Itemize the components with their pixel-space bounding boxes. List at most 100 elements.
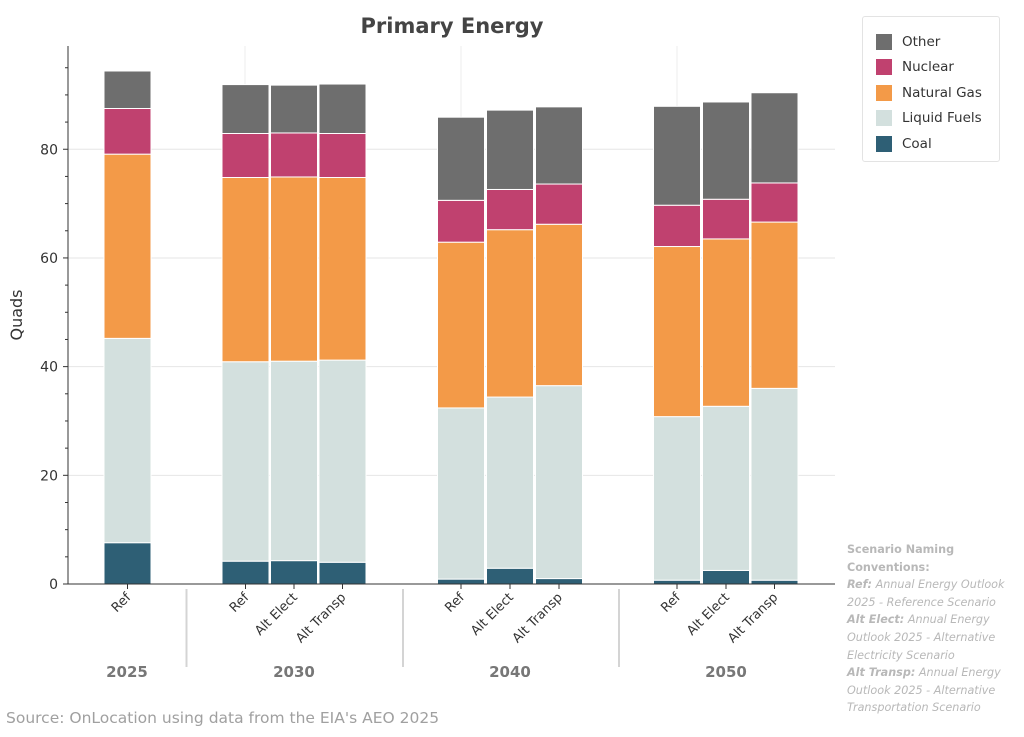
bar-segment-nuclear — [750, 182, 799, 223]
bar-segment-natural-gas — [702, 238, 750, 407]
note-heading: Scenario Naming Conventions: — [847, 543, 955, 574]
legend-label: Coal — [902, 135, 932, 152]
bar-segment-other — [103, 70, 152, 109]
group-label: 2040 — [489, 663, 531, 681]
bar-segment-coal — [653, 579, 701, 585]
legend-item-coal[interactable]: Coal — [876, 131, 999, 157]
bar-segment-nuclear — [270, 132, 318, 178]
x-tick-label: Alt Elect — [684, 590, 733, 639]
bar-segment-liquid-fuels — [318, 359, 367, 563]
note-item-alt-elect: Alt Elect: Annual Energy Outlook 2025 - … — [847, 611, 1019, 664]
note-key: Alt Transp: — [847, 666, 916, 680]
bar-segment-coal — [702, 569, 750, 585]
bar-segment-liquid-fuels — [750, 387, 799, 581]
legend-swatch-coal — [876, 135, 892, 152]
bar-segment-nuclear — [486, 188, 534, 231]
bar-segment-other — [221, 84, 270, 134]
legend-label: Liquid Fuels — [902, 110, 982, 127]
y-axis-label: Quads — [7, 289, 26, 340]
legend-item-nuclear[interactable]: Nuclear — [876, 55, 999, 81]
bar-segment-coal — [221, 560, 270, 585]
bar-segment-coal — [535, 578, 583, 585]
bar-segment-natural-gas — [535, 223, 583, 387]
bar-segment-nuclear — [221, 132, 270, 179]
group-label: 2030 — [273, 663, 315, 681]
bar-segment-nuclear — [103, 107, 152, 155]
bar-segment-liquid-fuels — [653, 416, 701, 581]
bar-segment-other — [702, 101, 750, 200]
y-tick-label: 0 — [49, 577, 58, 593]
bar-segment-nuclear — [437, 199, 485, 243]
bar-segment-coal — [103, 542, 152, 585]
group-label: 2025 — [106, 663, 148, 681]
bar-segment-natural-gas — [270, 176, 318, 362]
bar-segment-other — [318, 83, 367, 134]
bar-segment-nuclear — [535, 183, 583, 225]
note-key: Ref: — [847, 578, 872, 592]
legend-item-natural-gas[interactable]: Natural Gas — [876, 80, 999, 106]
x-tick-label: Alt Transp — [293, 590, 349, 646]
bar-segment-natural-gas — [103, 153, 152, 339]
x-tick-label: Ref — [227, 590, 253, 616]
chart-legend: Other Nuclear Natural Gas Liquid Fuels C… — [862, 16, 1000, 162]
bar-segment-coal — [750, 579, 799, 585]
y-tick-label: 80 — [40, 142, 58, 158]
bar-segment-natural-gas — [437, 241, 485, 409]
legend-label: Natural Gas — [902, 84, 982, 101]
legend-label: Nuclear — [902, 59, 954, 76]
bar-segment-coal — [318, 561, 367, 585]
chart-title: Primary Energy — [361, 14, 544, 38]
bar-segment-liquid-fuels — [103, 337, 152, 544]
bar-segment-nuclear — [318, 132, 367, 179]
legend-label: Other — [902, 33, 941, 50]
bar-segment-natural-gas — [221, 177, 270, 363]
bar-segment-natural-gas — [486, 229, 534, 398]
group-label: 2050 — [705, 663, 747, 681]
bar-segment-coal — [486, 567, 534, 585]
bar-segment-other — [270, 84, 318, 134]
note-text: Annual Energy Outlook 2025 - Alternative… — [847, 666, 1001, 715]
x-tick-label: Alt Elect — [252, 590, 301, 639]
x-tick-label: Ref — [442, 590, 468, 616]
legend-swatch-nuclear — [876, 59, 892, 76]
bar-segment-natural-gas — [318, 177, 367, 361]
bar-segment-liquid-fuels — [437, 407, 485, 580]
note-item-alt-transp: Alt Transp: Annual Energy Outlook 2025 -… — [847, 664, 1019, 717]
x-tick-label: Alt Transp — [725, 590, 781, 646]
legend-item-liquid-fuels[interactable]: Liquid Fuels — [876, 106, 999, 132]
bar-segment-nuclear — [702, 198, 750, 240]
bar-segment-liquid-fuels — [535, 385, 583, 580]
bar-segment-other — [486, 109, 534, 190]
legend-swatch-natural-gas — [876, 84, 892, 101]
y-tick-label: 40 — [40, 360, 58, 376]
legend-swatch-liquid-fuels — [876, 110, 892, 127]
bar-segment-coal — [270, 560, 318, 585]
bar-segment-liquid-fuels — [486, 396, 534, 569]
scenario-naming-note: Scenario Naming Conventions: Ref: Annual… — [847, 541, 1019, 717]
x-tick-label: Ref — [109, 590, 135, 616]
legend-item-other[interactable]: Other — [876, 29, 999, 55]
x-tick-label: Ref — [658, 590, 684, 616]
x-tick-label: Alt Elect — [468, 590, 517, 639]
bar-segment-liquid-fuels — [270, 360, 318, 562]
y-tick-label: 60 — [40, 251, 58, 267]
bar-segment-other — [535, 106, 583, 185]
note-text: Annual Energy Outlook 2025 - Alternative… — [847, 613, 996, 662]
bar-segment-liquid-fuels — [221, 361, 270, 562]
note-item-ref: Ref: Annual Energy Outlook 2025 - Refere… — [847, 576, 1019, 611]
note-key: Alt Elect: — [847, 613, 905, 627]
bar-segment-liquid-fuels — [702, 405, 750, 571]
y-tick-label: 20 — [40, 468, 58, 484]
bar-segment-natural-gas — [750, 221, 799, 389]
note-text: Annual Energy Outlook 2025 - Reference S… — [847, 578, 1005, 609]
source-caption: Source: OnLocation using data from the E… — [6, 709, 440, 727]
bar-segment-natural-gas — [653, 246, 701, 418]
bar-segment-other — [437, 116, 485, 201]
legend-swatch-other — [876, 33, 892, 50]
bar-segment-other — [653, 105, 701, 206]
bar-segment-other — [750, 92, 799, 184]
x-tick-label: Alt Transp — [510, 590, 566, 646]
bar-segment-nuclear — [653, 204, 701, 248]
bar-segment-coal — [437, 578, 485, 585]
